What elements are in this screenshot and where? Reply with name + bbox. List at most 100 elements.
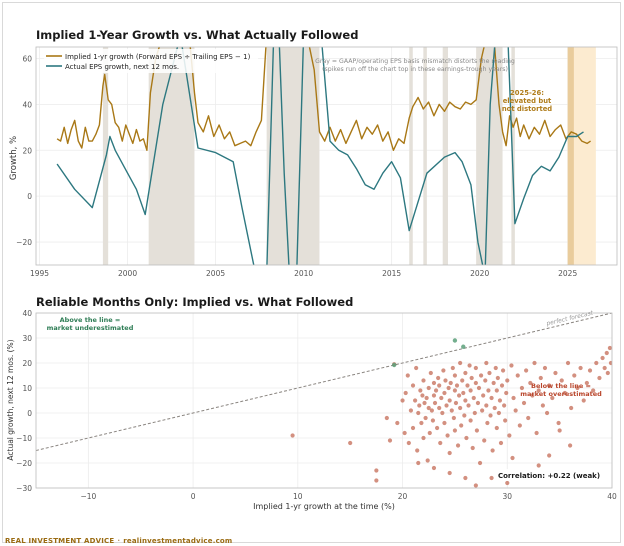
footer-url[interactable]: realinvestmentadvice.com — [123, 537, 233, 545]
scatter-point — [374, 478, 379, 483]
scatter-point — [575, 385, 580, 391]
scatter-point — [462, 413, 467, 418]
scatter-point — [550, 395, 555, 401]
scatter-point — [427, 430, 432, 436]
scatter-point — [502, 403, 507, 408]
above-line-note-line: Above the line = — [60, 316, 121, 324]
scatter-point — [445, 433, 450, 438]
bottom-y-tick-label: 40 — [22, 309, 32, 318]
bottom-x-tick-label: 40 — [607, 492, 617, 501]
top-y-tick-label: 0 — [27, 192, 32, 201]
scatter-point — [459, 423, 464, 428]
scatter-point — [602, 365, 607, 371]
bottom-y-tick-label: 10 — [22, 384, 32, 393]
footer: REAL INVESTMENT ADVICE · realinvestmentadv… — [5, 537, 232, 545]
scatter-point — [495, 375, 500, 381]
scatter-point — [504, 390, 509, 396]
scatter-point — [447, 398, 452, 403]
top-x-tick-label: 2020 — [470, 269, 489, 278]
scatter-point — [484, 360, 489, 366]
scatter-point — [594, 360, 599, 366]
scatter-point — [429, 408, 434, 413]
scatter-point — [597, 375, 602, 381]
scatter-point — [487, 370, 492, 376]
scatter-point — [572, 373, 577, 378]
scatter-point — [503, 418, 508, 423]
top-y-tick-label: −20 — [16, 238, 32, 247]
scatter-point — [416, 410, 421, 416]
scatter-point — [443, 378, 448, 383]
scatter-point — [422, 400, 427, 406]
scatter-point — [437, 405, 442, 411]
scatter-point — [420, 393, 425, 398]
scatter-point — [483, 378, 488, 383]
scatter-point — [442, 420, 447, 426]
scatter-point — [532, 360, 537, 366]
scatter-point — [406, 440, 411, 446]
distorted-band — [409, 47, 413, 265]
top-x-tick-label: 2025 — [558, 269, 577, 278]
scatter-point — [424, 395, 429, 401]
scatter-point — [431, 380, 437, 386]
scatter-point — [513, 408, 518, 413]
above-line-note: Above the line = market underestimated — [47, 316, 134, 332]
scatter-point — [431, 393, 437, 398]
scatter-point — [413, 398, 418, 403]
scatter-point — [421, 378, 426, 383]
scatter-point — [542, 365, 548, 371]
above-line-note-line: market underestimated — [47, 324, 134, 332]
bottom-chart-title: Reliable Months Only: Implied vs. What F… — [36, 295, 353, 309]
scatter-point — [505, 378, 510, 383]
scatter-point — [461, 390, 466, 396]
scatter-point — [439, 395, 444, 401]
scatter-point — [417, 403, 422, 408]
scatter-point — [414, 365, 419, 371]
scatter-point — [557, 428, 562, 433]
scatter-point — [447, 470, 452, 476]
bottom-y-tick-label: −10 — [16, 434, 32, 443]
scatter-point — [604, 350, 609, 356]
scatter-point — [384, 415, 389, 421]
top-x-tick-label: 2015 — [382, 269, 401, 278]
scatter-point — [491, 380, 496, 386]
scatter-point — [460, 378, 465, 383]
scatter-point-above — [391, 362, 397, 368]
scatter-point — [387, 438, 393, 443]
scatter-point — [498, 440, 504, 446]
bottom-y-tick-label: 0 — [27, 409, 32, 418]
bottom-y-tick-label: −30 — [16, 484, 32, 493]
scatter-point — [440, 410, 445, 416]
perfect-forecast-line — [36, 313, 612, 451]
scatter-point — [536, 463, 541, 468]
scatter-point — [408, 408, 414, 413]
recent-band-edge — [567, 47, 574, 265]
below-line-note-line: Below the line = — [531, 382, 591, 390]
scatter-point — [456, 393, 462, 398]
top-plot-frame — [35, 46, 618, 266]
scatter-point-above — [461, 344, 466, 349]
scatter-point — [473, 483, 478, 488]
scatter-point — [458, 405, 463, 411]
bottom-chart-ylabel: Actual growth, next 12 mos. (%) — [6, 339, 15, 460]
scatter-point — [481, 393, 486, 398]
top-x-tick-label: 1995 — [30, 269, 49, 278]
scatter-point — [497, 398, 503, 403]
series-line-actual — [56, 47, 584, 265]
scatter-point — [421, 435, 426, 441]
scatter-point — [509, 363, 514, 368]
scatter-point — [556, 420, 561, 426]
band-note-line-1: Gray = GAAP/operating EPS basis mismatch… — [315, 58, 515, 65]
scatter-point — [492, 405, 497, 411]
scatter-point — [415, 448, 420, 453]
scatter-point — [578, 365, 583, 371]
scatter-point — [453, 400, 459, 406]
scatter-point — [587, 368, 593, 373]
scatter-point — [436, 375, 441, 381]
scatter-point — [400, 398, 405, 403]
scatter-point — [454, 383, 460, 388]
scatter-point — [519, 385, 525, 391]
scatter-point — [426, 405, 431, 411]
scatter-point-above — [452, 338, 458, 343]
scatter-point — [448, 380, 453, 386]
scatter-point — [490, 448, 495, 453]
